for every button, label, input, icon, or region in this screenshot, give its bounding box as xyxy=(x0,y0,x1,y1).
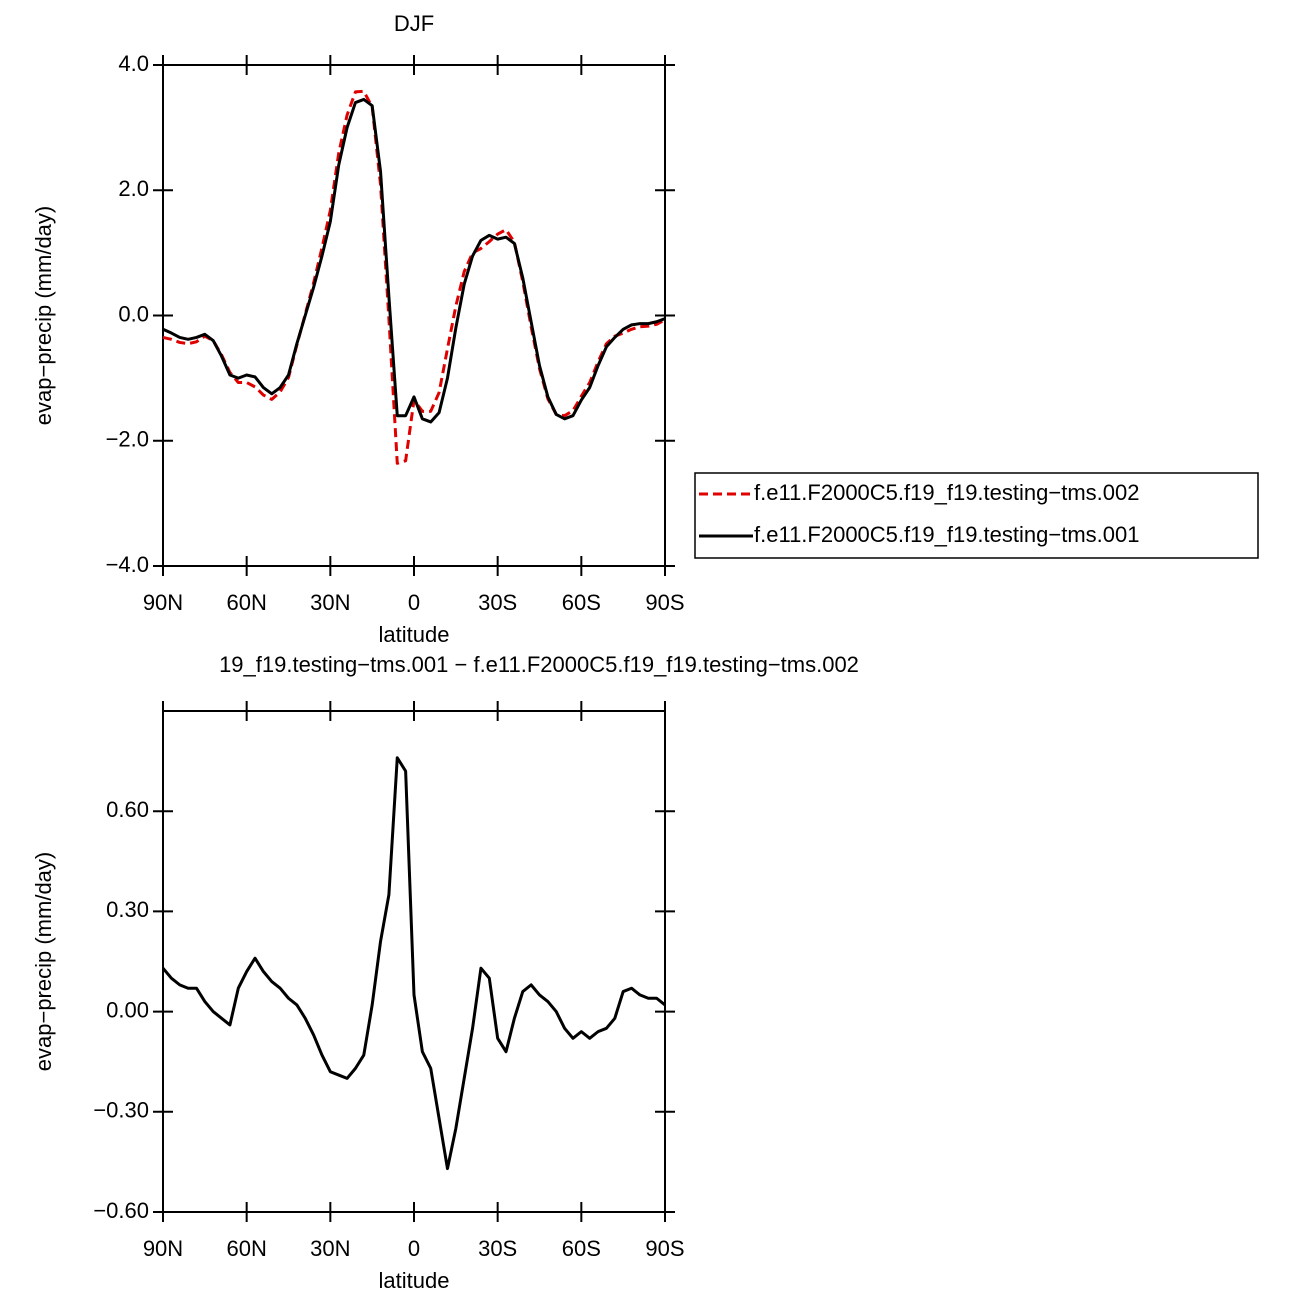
data-line xyxy=(162,97,666,424)
x-tick-label: 90S xyxy=(645,1236,684,1261)
x-tick-label: 90S xyxy=(645,590,684,615)
y-tick-label: 0.30 xyxy=(106,897,149,922)
data-line xyxy=(162,89,666,465)
y-axis-label: evap−precip (mm/day) xyxy=(31,206,56,425)
y-tick-label: 0.0 xyxy=(118,301,149,326)
x-tick-label: 90N xyxy=(143,1236,183,1261)
x-tick-label: 30S xyxy=(478,590,517,615)
y-tick-label: 2.0 xyxy=(118,176,149,201)
plot-frame xyxy=(162,64,666,567)
y-tick-label: 4.0 xyxy=(118,51,149,76)
legend-box xyxy=(694,472,1259,559)
x-axis-label: latitude xyxy=(379,622,450,647)
x-tick-label: 60S xyxy=(562,590,601,615)
chart-title: 19_f19.testing−tms.001 − f.e11.F2000C5.f… xyxy=(219,652,859,677)
x-tick-label: 30N xyxy=(310,590,350,615)
x-tick-label: 30S xyxy=(478,1236,517,1261)
x-tick-label: 0 xyxy=(408,590,420,615)
legend-label: f.e11.F2000C5.f19_f19.testing−tms.002 xyxy=(754,480,1139,505)
x-tick-label: 60N xyxy=(226,590,266,615)
x-tick-label: 90N xyxy=(143,590,183,615)
y-tick-label: −2.0 xyxy=(106,427,149,452)
y-tick-label: −0.30 xyxy=(93,1098,149,1123)
x-tick-label: 60N xyxy=(226,1236,266,1261)
data-line xyxy=(161,756,666,1171)
y-axis-label: evap−precip (mm/day) xyxy=(31,852,56,1071)
chart-title: DJF xyxy=(394,11,434,36)
x-tick-label: 60S xyxy=(562,1236,601,1261)
x-axis-label: latitude xyxy=(379,1268,450,1293)
y-tick-label: 0.60 xyxy=(106,797,149,822)
legend-label: f.e11.F2000C5.f19_f19.testing−tms.001 xyxy=(754,522,1139,547)
plot-frame xyxy=(162,710,666,1213)
y-tick-label: −0.60 xyxy=(93,1198,149,1223)
x-tick-label: 30N xyxy=(310,1236,350,1261)
x-tick-label: 0 xyxy=(408,1236,420,1261)
y-tick-label: 0.00 xyxy=(106,997,149,1022)
y-tick-label: −4.0 xyxy=(106,552,149,577)
